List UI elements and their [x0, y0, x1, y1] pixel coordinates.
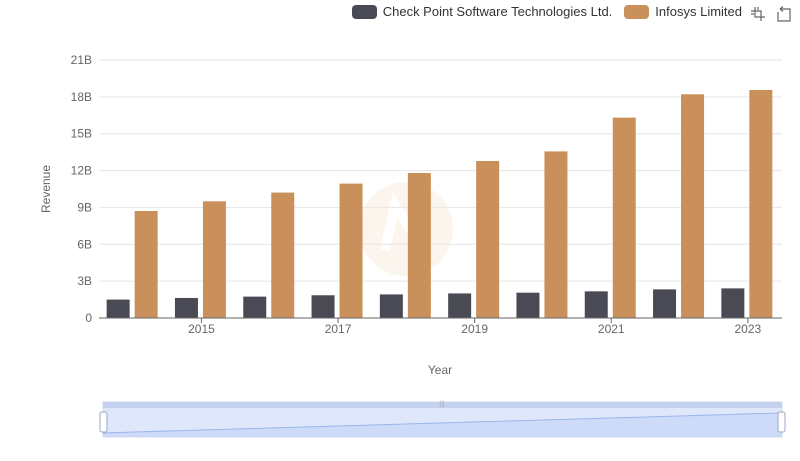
x-tick-label: 2023	[734, 322, 761, 336]
legend-swatch-check-point	[351, 4, 377, 19]
bar-check-point-2022[interactable]	[653, 289, 677, 318]
x-axis-label: Year	[428, 363, 452, 377]
data-zoom-preview-area	[103, 413, 782, 437]
x-tick-label: 2017	[325, 322, 352, 336]
zoom-select-icon[interactable]	[750, 6, 766, 22]
data-zoom-grip-icon[interactable]: |||	[439, 401, 445, 408]
bar-check-point-2021[interactable]	[584, 291, 608, 318]
bar-infosys-2016[interactable]	[271, 192, 295, 318]
y-axis-label: Revenue	[39, 165, 53, 213]
legend-label-infosys: Infosys Limited	[655, 4, 742, 19]
data-zoom-top-bar[interactable]	[103, 402, 782, 408]
y-tick-label: 21B	[71, 53, 92, 67]
bar-infosys-2023[interactable]	[749, 89, 773, 318]
y-tick-label: 18B	[71, 90, 92, 104]
legend-label-check-point: Check Point Software Technologies Ltd.	[382, 4, 613, 19]
y-tick-label: 12B	[71, 164, 92, 178]
toolbox	[740, 6, 792, 22]
data-zoom-slider[interactable]: |||	[99, 401, 786, 438]
bar-infosys-2015[interactable]	[202, 201, 226, 318]
bar-check-point-2016[interactable]	[243, 296, 267, 318]
watermark-logo	[359, 182, 453, 276]
legend: Check Point Software Technologies Ltd. I…	[340, 4, 742, 19]
bar-infosys-2021[interactable]	[612, 117, 636, 319]
legend-swatch-infosys	[624, 4, 650, 19]
bar-check-point-2015[interactable]	[174, 297, 198, 318]
bar-check-point-2020[interactable]	[516, 292, 540, 318]
legend-item-check-point[interactable]: Check Point Software Technologies Ltd.	[351, 4, 613, 19]
bar-check-point-2017[interactable]	[311, 295, 335, 318]
y-tick-label: 3B	[77, 274, 92, 288]
bar-check-point-2018[interactable]	[379, 294, 403, 318]
y-tick-label: 15B	[71, 127, 92, 141]
data-zoom-handle-left[interactable]	[99, 411, 108, 433]
x-tick-label: 2015	[188, 322, 215, 336]
bar-infosys-2014[interactable]	[134, 210, 158, 318]
bar-infosys-2018[interactable]	[407, 173, 431, 318]
y-tick-label: 0	[85, 311, 92, 325]
bar-infosys-2020[interactable]	[544, 151, 568, 318]
bar-check-point-2023[interactable]	[721, 288, 745, 318]
bar-check-point-2019[interactable]	[448, 293, 472, 318]
y-tick-label: 9B	[77, 200, 92, 214]
y-tick-label: 6B	[77, 237, 92, 251]
bar-check-point-2014[interactable]	[106, 299, 130, 318]
legend-item-infosys[interactable]: Infosys Limited	[624, 4, 742, 19]
x-tick-label: 2019	[461, 322, 488, 336]
data-zoom-handle-right[interactable]	[777, 411, 786, 433]
x-tick-label: 2021	[598, 322, 625, 336]
bar-infosys-2022[interactable]	[681, 94, 705, 318]
bar-infosys-2017[interactable]	[339, 183, 363, 318]
zoom-reset-icon[interactable]	[776, 6, 792, 22]
bar-infosys-2019[interactable]	[476, 160, 500, 318]
data-zoom-preview-line	[102, 412, 783, 434]
